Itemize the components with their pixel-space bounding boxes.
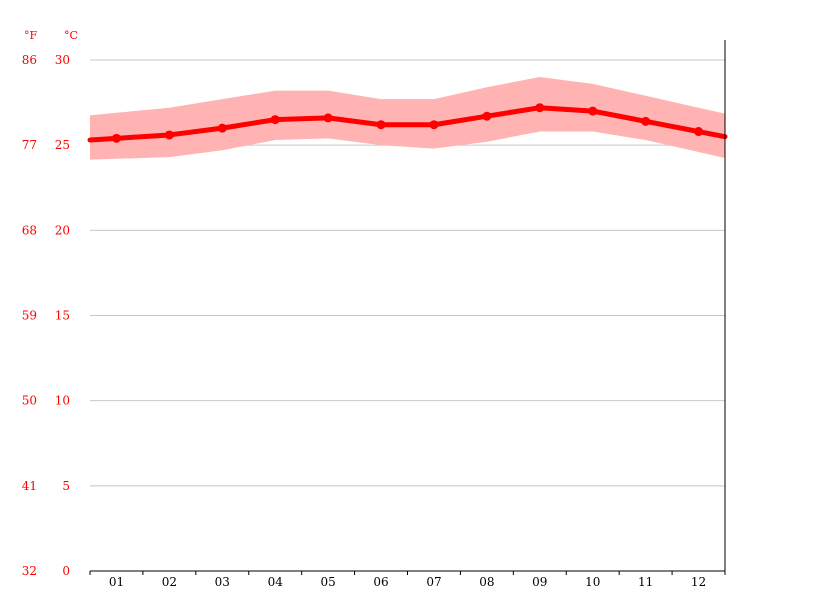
unit-label-fahrenheit: °F: [24, 29, 38, 42]
x-tick-label-02: 02: [162, 575, 177, 589]
x-tick-label-06: 06: [373, 575, 388, 589]
data-point-05: [323, 113, 333, 123]
temperature-range-band: [90, 77, 725, 160]
y-tick-c-15: 15: [55, 309, 70, 323]
data-point-12: [694, 127, 704, 137]
label-layer: °F °C 86 30 77 25 68 20 59 15 50 10 41 5 32 0 01 02 03 04…: [22, 29, 706, 589]
data-point-06: [376, 120, 386, 130]
y-tick-c-0: 0: [62, 564, 70, 578]
y-tick-c-25: 25: [55, 138, 70, 152]
series-line-0: [87, 105, 728, 143]
x-tick-label-03: 03: [215, 575, 230, 589]
y-tick-f-41: 41: [22, 479, 37, 493]
data-point-10: [588, 106, 598, 116]
x-tick-label-01: 01: [109, 575, 124, 589]
x-tick-label-11: 11: [638, 575, 653, 589]
data-point-02: [164, 130, 174, 140]
y-tick-c-30: 30: [55, 53, 70, 67]
y-tick-f-59: 59: [22, 309, 37, 323]
data-point-03: [217, 123, 227, 133]
x-tick-label-10: 10: [585, 575, 600, 589]
x-tick-label-07: 07: [426, 575, 441, 589]
data-point-01: [111, 133, 121, 143]
data-point-07: [429, 120, 439, 130]
y-tick-c-10: 10: [55, 394, 70, 408]
series-line-layer: [87, 103, 728, 143]
data-point-08: [482, 111, 492, 121]
data-point-04: [270, 115, 280, 125]
axis-layer: [89, 40, 726, 575]
x-tick-label-12: 12: [691, 575, 706, 589]
y-tick-c-5: 5: [62, 479, 70, 493]
x-tick-label-09: 09: [532, 575, 547, 589]
range-band-layer: [90, 77, 725, 160]
data-point-11: [641, 116, 651, 126]
unit-label-celsius: °C: [64, 29, 78, 42]
y-tick-f-68: 68: [22, 223, 37, 237]
x-tick-label-05: 05: [320, 575, 335, 589]
data-point-09: [535, 103, 545, 113]
y-tick-c-20: 20: [55, 223, 70, 237]
x-tick-label-08: 08: [479, 575, 494, 589]
y-tick-f-77: 77: [22, 138, 37, 152]
y-tick-f-32: 32: [22, 564, 37, 578]
y-tick-f-50: 50: [22, 394, 37, 408]
y-tick-f-86: 86: [22, 53, 37, 67]
x-tick-label-04: 04: [268, 575, 284, 589]
